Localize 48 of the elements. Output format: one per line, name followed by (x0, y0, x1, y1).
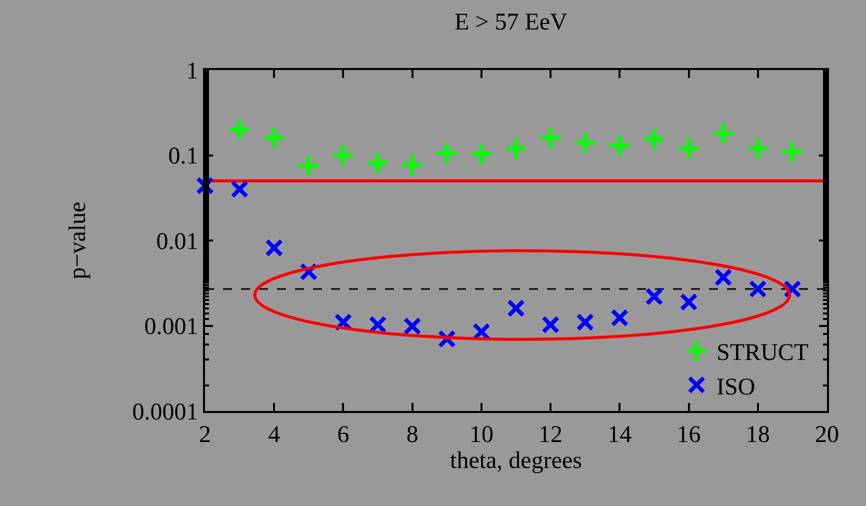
point (748, 280, 767, 298)
point (608, 134, 632, 158)
point (366, 151, 390, 175)
point (230, 180, 249, 198)
y-tick-label: 1 (186, 58, 198, 84)
point (610, 308, 629, 327)
point (680, 292, 698, 311)
x-tick-label: 10 (469, 422, 494, 448)
y-tick-label: 0.1 (168, 144, 198, 170)
x-tick-label: 16 (676, 422, 701, 448)
point (783, 280, 802, 298)
point (712, 122, 736, 146)
x-axis-title: theta, degrees (450, 448, 582, 474)
point (435, 141, 459, 165)
point (403, 317, 422, 336)
x-tick-label: 12 (538, 422, 563, 448)
x-tick-label: 6 (337, 422, 350, 448)
x-tick-label: 20 (815, 422, 839, 448)
point (542, 316, 560, 334)
x-tick-label: 14 (608, 422, 632, 448)
point (645, 288, 664, 306)
x-tick-label: 4 (268, 422, 280, 448)
x-tick-label: 8 (406, 422, 418, 448)
y-axis-title: p−value (64, 202, 91, 280)
point (507, 299, 525, 318)
point (196, 176, 214, 195)
point (228, 118, 252, 142)
legend-label: STRUCT (716, 340, 809, 366)
point (714, 268, 732, 286)
y-tick-label: 0.0001 (132, 399, 198, 426)
chart-title: E > 57 EeV (454, 9, 568, 36)
legend-label: ISO (716, 374, 756, 400)
point (676, 136, 701, 160)
point (368, 316, 387, 334)
y-tick-label: 0.01 (156, 228, 198, 255)
x-tick-label: 2 (199, 422, 211, 448)
point (400, 153, 424, 177)
point (642, 127, 666, 151)
point (538, 126, 562, 150)
point (504, 136, 528, 160)
x-tick-label: 18 (746, 422, 770, 448)
point (265, 238, 284, 257)
point (470, 142, 494, 166)
point (296, 154, 320, 178)
point (746, 136, 770, 160)
point (576, 313, 594, 332)
y-tick-label: 0.001 (144, 314, 198, 340)
point (262, 126, 286, 150)
